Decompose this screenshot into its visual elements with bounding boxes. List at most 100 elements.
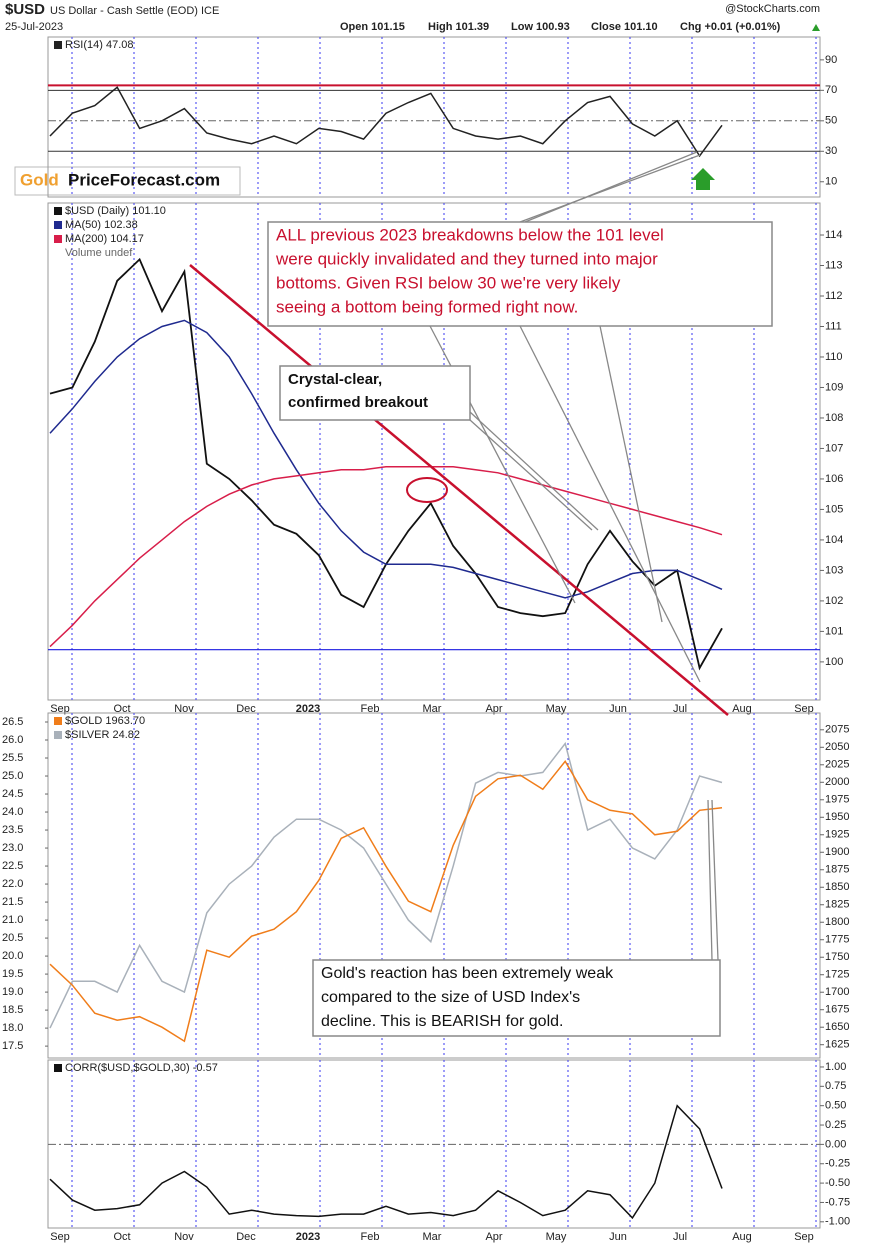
- symbol-name: US Dollar - Cash Settle (EOD) ICE: [50, 5, 219, 17]
- annotation-text: confirmed breakout: [288, 394, 428, 411]
- y2-tick-label: 1700: [825, 986, 849, 998]
- annotation-arrow: [599, 325, 663, 623]
- x-tick-label: Sep: [794, 1231, 814, 1243]
- trend-line: [189, 264, 729, 716]
- y2-tick-label: 1900: [825, 846, 849, 858]
- x-tick-label: Dec: [236, 1231, 256, 1243]
- x-tick-label: May: [546, 1231, 567, 1243]
- legend-entry: $GOLD 1963.70: [65, 715, 145, 727]
- y-tick-label: 105: [825, 503, 843, 515]
- legend-swatch: [54, 1064, 62, 1072]
- y-tick-label: 24.5: [2, 788, 23, 800]
- x-tick-label: Nov: [174, 703, 194, 715]
- y2-tick-label: 2000: [825, 776, 849, 788]
- y-tick-label: 10: [825, 176, 837, 188]
- annotation-arrow: [707, 799, 713, 961]
- y-tick-label: 107: [825, 442, 843, 454]
- y-tick-label: 111: [825, 320, 842, 332]
- annotation-box: [267, 221, 773, 327]
- x-tick-label: Sep: [794, 703, 814, 715]
- x-tick-label: Sep: [50, 703, 70, 715]
- annotation-text: Gold's reaction has been extremely weak: [321, 965, 614, 982]
- series-line: [49, 319, 723, 599]
- legend-swatch: [54, 221, 62, 229]
- y-tick-label: 23.5: [2, 824, 23, 836]
- y-tick-label: 114: [825, 229, 843, 241]
- x-tick-label: Dec: [236, 703, 256, 715]
- y-tick-label: 19.0: [2, 986, 23, 998]
- annotation-arrow: [469, 411, 599, 531]
- x-tick-label: Apr: [485, 1231, 502, 1243]
- y2-tick-label: 2075: [825, 724, 849, 736]
- series-line: [49, 741, 723, 1029]
- y-tick-label: 25.5: [2, 752, 23, 764]
- x-tick-label: Jun: [609, 1231, 627, 1243]
- panel-frame: [47, 712, 821, 1059]
- annotation-text: seeing a bottom being formed right now.: [276, 297, 578, 316]
- y-tick-label: -0.50: [825, 1177, 850, 1189]
- quote-item: Close 101.10: [591, 21, 658, 33]
- up-arrow: [691, 168, 715, 190]
- x-tick-label: Aug: [732, 1231, 752, 1243]
- quote-item: High 101.39: [428, 21, 489, 33]
- x-tick-label: Oct: [113, 1231, 130, 1243]
- y-tick-label: 106: [825, 473, 843, 485]
- legend-entry: RSI(14) 47.08: [65, 39, 133, 51]
- x-tick-label: Nov: [174, 1231, 194, 1243]
- y-tick-label: 50: [825, 115, 837, 127]
- y-tick-label: -0.75: [825, 1196, 850, 1208]
- x-tick-label: Oct: [113, 703, 130, 715]
- x-tick-label: May: [546, 703, 567, 715]
- y-tick-label: 26.5: [2, 716, 23, 728]
- y2-tick-label: 1725: [825, 969, 849, 981]
- y-tick-label: -1.00: [825, 1216, 850, 1228]
- legend-entry: $SILVER 24.82: [65, 729, 140, 741]
- quote-item: Low 100.93: [511, 21, 570, 33]
- quote-item: Chg +0.01 (+0.01%): [680, 21, 781, 33]
- y-tick-label: 30: [825, 145, 837, 157]
- legend-entry: MA(50) 102.38: [65, 219, 138, 231]
- y-tick-label: 113: [825, 259, 843, 271]
- y2-tick-label: 1875: [825, 864, 849, 876]
- y-tick-label: 23.0: [2, 842, 23, 854]
- y2-tick-label: 1850: [825, 881, 849, 893]
- y-tick-label: 24.0: [2, 806, 23, 818]
- y-tick-label: 21.5: [2, 896, 23, 908]
- series-line: [49, 86, 723, 158]
- y-tick-label: 25.0: [2, 770, 23, 782]
- legend-swatch: [54, 41, 62, 49]
- y2-tick-label: 1675: [825, 1004, 849, 1016]
- series-line: [49, 1104, 723, 1220]
- annotation-arrow: [524, 151, 698, 223]
- y-tick-label: 17.5: [2, 1040, 23, 1052]
- legend-swatch: [54, 235, 62, 243]
- legend-entry: CORR($USD,$GOLD,30) -0.57: [65, 1062, 218, 1074]
- y-tick-label: 110: [825, 351, 843, 363]
- legend-swatch: [54, 717, 62, 725]
- y-tick-label: 21.0: [2, 914, 23, 926]
- annotation-text: ALL previous 2023 breakdowns below the 1…: [276, 225, 664, 244]
- chg-arrow: [812, 24, 820, 31]
- y2-tick-label: 1750: [825, 951, 849, 963]
- y-tick-label: 26.0: [2, 734, 23, 746]
- y-tick-label: 103: [825, 564, 843, 576]
- x-tick-label: Jul: [673, 703, 687, 715]
- annotation-text: Crystal-clear,: [288, 371, 382, 388]
- x-tick-label: 2023: [296, 1231, 320, 1243]
- y2-tick-label: 1950: [825, 811, 849, 823]
- y-tick-label: 0.75: [825, 1080, 846, 1092]
- x-tick-label: 2023: [296, 703, 320, 715]
- y2-tick-label: 1800: [825, 916, 849, 928]
- annotation-arrow: [519, 154, 701, 223]
- y-tick-label: 0.50: [825, 1100, 846, 1112]
- y-tick-label: 18.5: [2, 1004, 23, 1016]
- annotation-text: decline. This is BEARISH for gold.: [321, 1013, 563, 1030]
- legend-entry: MA(200) 104.17: [65, 233, 144, 245]
- y-tick-label: -0.25: [825, 1158, 850, 1170]
- series-line: [49, 759, 723, 1043]
- legend-entry: $USD (Daily) 101.10: [65, 205, 166, 217]
- y-tick-label: 0.00: [825, 1138, 846, 1150]
- y-tick-label: 102: [825, 595, 843, 607]
- x-tick-label: Mar: [423, 1231, 442, 1243]
